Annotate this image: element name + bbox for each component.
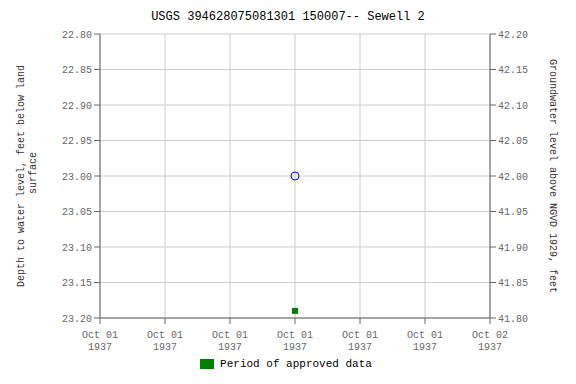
svg-text:Oct 011937: Oct 011937 — [342, 330, 378, 353]
svg-text:Oct 011937: Oct 011937 — [277, 330, 313, 353]
svg-text:22.85: 22.85 — [62, 65, 92, 76]
svg-text:22.80: 22.80 — [62, 30, 92, 41]
svg-text:Depth to water level, feet bel: Depth to water level, feet below land su… — [16, 65, 39, 287]
svg-text:41.95: 41.95 — [498, 207, 528, 218]
svg-text:42.15: 42.15 — [498, 65, 528, 76]
svg-text:23.15: 23.15 — [62, 278, 92, 289]
svg-text:41.80: 41.80 — [498, 314, 528, 325]
svg-text:Oct 011937: Oct 011937 — [407, 330, 443, 353]
svg-text:23.10: 23.10 — [62, 243, 92, 254]
svg-text:22.90: 22.90 — [62, 101, 92, 112]
html-text:Period of approved data: Period of approved data — [220, 358, 372, 370]
svg-text:22.95: 22.95 — [62, 136, 92, 147]
svg-text:23.05: 23.05 — [62, 207, 92, 218]
svg-text:23.00: 23.00 — [62, 172, 92, 183]
svg-text:Oct 011937: Oct 011937 — [82, 330, 118, 353]
svg-text:Groundwater level above NGVD 1: Groundwater level above NGVD 1929, feet — [547, 59, 558, 293]
svg-text:41.90: 41.90 — [498, 243, 528, 254]
svg-text:41.85: 41.85 — [498, 278, 528, 289]
svg-text:Oct 011937: Oct 011937 — [212, 330, 248, 353]
svg-text:42.05: 42.05 — [498, 136, 528, 147]
svg-text:42.00: 42.00 — [498, 172, 528, 183]
html-text:USGS 394628075081301 150007--: USGS 394628075081301 150007-- Sewell 2 — [151, 10, 425, 24]
svg-text:Oct 021937: Oct 021937 — [472, 330, 508, 353]
svg-text:42.20: 42.20 — [498, 30, 528, 41]
svg-text:Oct 011937: Oct 011937 — [147, 330, 183, 353]
svg-text:42.10: 42.10 — [498, 101, 528, 112]
svg-text:23.20: 23.20 — [62, 314, 92, 325]
